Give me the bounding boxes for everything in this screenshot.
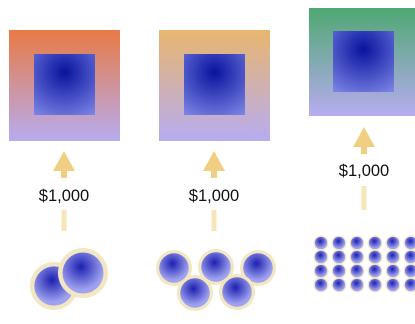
inner-square [184, 54, 245, 115]
coin-stack [156, 249, 276, 311]
coin-icon [385, 277, 401, 293]
coin-icon [385, 263, 401, 279]
coin-icon [403, 277, 415, 293]
column-1: $1,000 [9, 30, 120, 310]
coin-icon [367, 235, 383, 251]
coin-icon [331, 263, 347, 279]
column-3: $1,000 [309, 8, 415, 293]
coin-icon [313, 277, 329, 293]
coin-icon [331, 277, 347, 293]
up-arrow-icon [53, 151, 75, 231]
coin-icon [240, 250, 276, 286]
inner-square [34, 54, 95, 115]
coin-icon [349, 249, 365, 265]
price-label: $1,000 [189, 187, 239, 205]
coin-icon [349, 263, 365, 279]
coin-icon [313, 263, 329, 279]
coin-icon [367, 277, 383, 293]
coin-stack [30, 248, 108, 310]
coin-icon [403, 235, 415, 251]
up-arrow-icon [353, 127, 375, 210]
price-label: $1,000 [339, 162, 389, 180]
inner-square [333, 31, 394, 92]
up-arrow-icon [203, 151, 225, 231]
coin-stack [313, 235, 415, 293]
coin-icon [331, 235, 347, 251]
coin-icon [177, 275, 213, 311]
coin-icon [313, 235, 329, 251]
price-label: $1,000 [39, 187, 89, 205]
coin-icon [349, 277, 365, 293]
coin-icon [403, 263, 415, 279]
coin-icon [313, 249, 329, 265]
coin-icon [58, 248, 108, 298]
coin-icon [385, 249, 401, 265]
coin-icon [367, 263, 383, 279]
coin-icon [198, 249, 234, 285]
coin-icon [349, 235, 365, 251]
coin-icon [367, 249, 383, 265]
coin-icon [219, 274, 255, 310]
coin-icon [385, 235, 401, 251]
column-2: $1,000 [156, 30, 276, 311]
coin-icon [156, 250, 192, 286]
coin-icon [331, 249, 347, 265]
coin-icon [403, 249, 415, 265]
